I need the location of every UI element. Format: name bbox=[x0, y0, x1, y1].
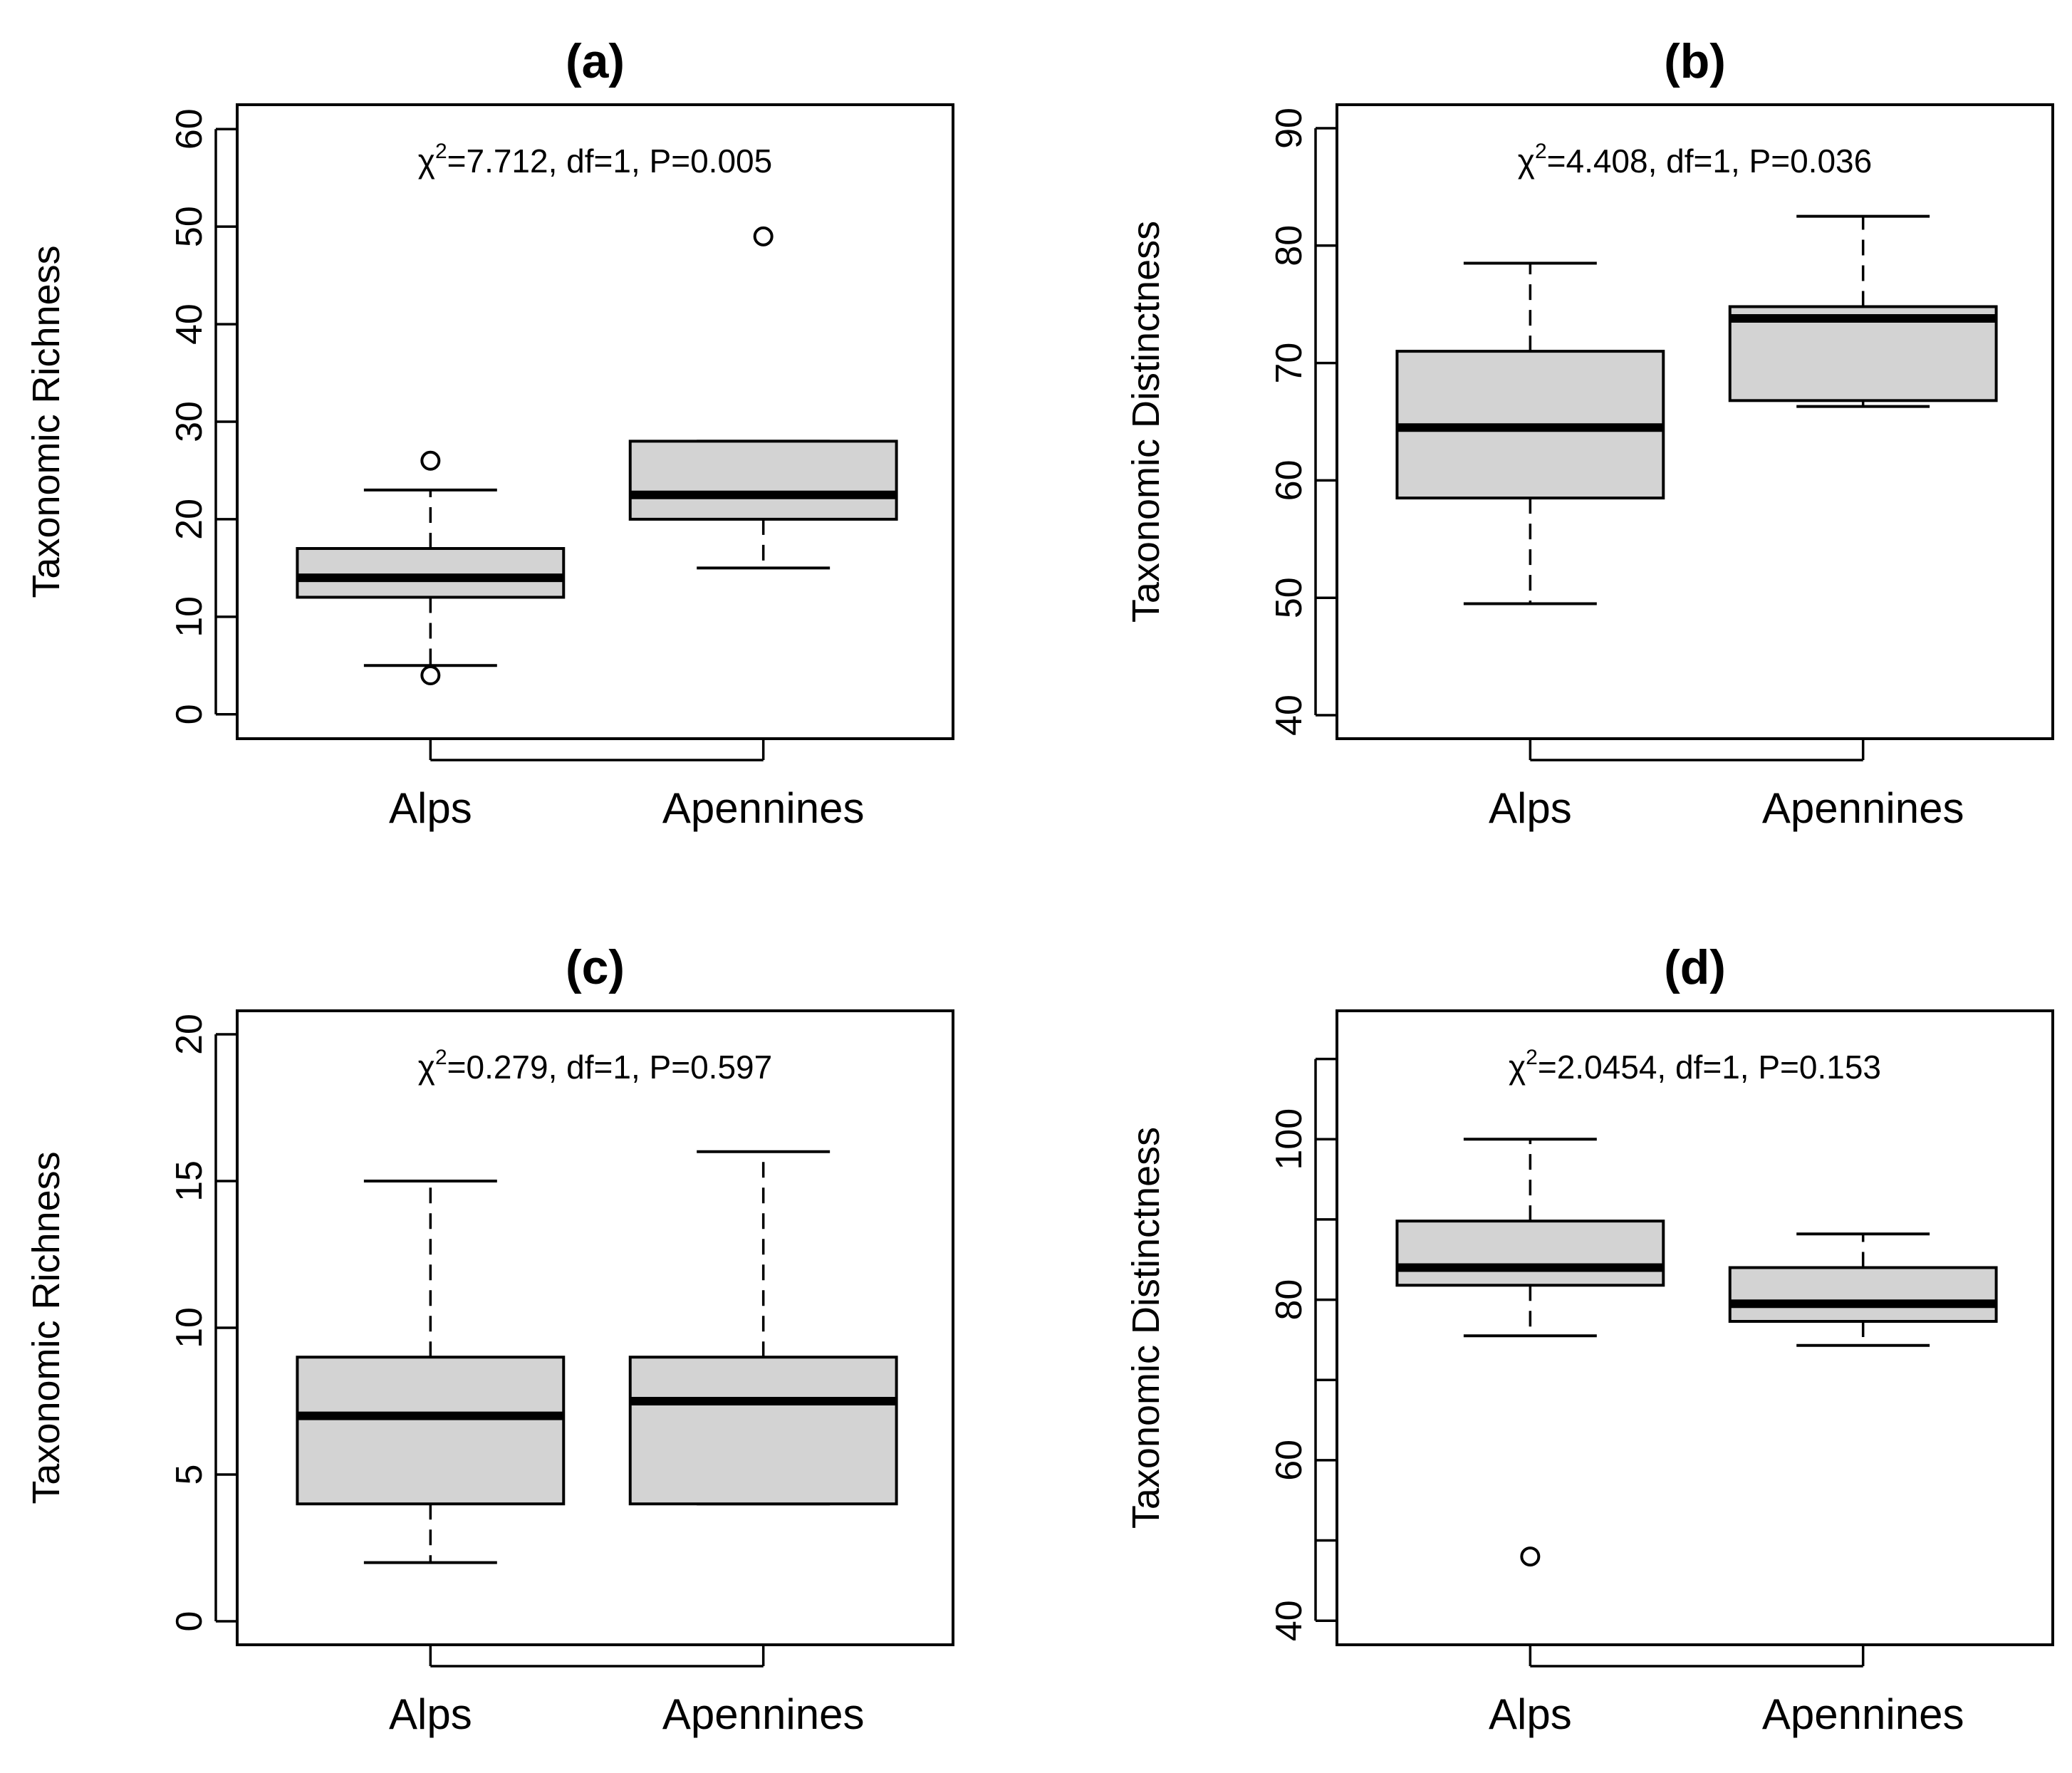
y-tick-label: 0 bbox=[169, 704, 210, 724]
y-axis-title: Taxonomic Distinctness bbox=[1125, 221, 1167, 623]
x-category-label: Apennines bbox=[1762, 1690, 1964, 1738]
x-category-label: Alps bbox=[389, 1690, 472, 1738]
stat-superscript: 2 bbox=[435, 1046, 447, 1069]
box-alps bbox=[296, 450, 566, 685]
chart-panel-1: (b) 40 50 60 70 80 90 Taxonomic Distinctness Alp… bbox=[1125, 34, 2054, 832]
box-alps bbox=[296, 1179, 566, 1564]
y-tick-label: 80 bbox=[1269, 225, 1310, 266]
panel-title: (c) bbox=[566, 940, 625, 994]
y-tick-label: 50 bbox=[169, 206, 210, 247]
y-tick-label: 30 bbox=[169, 401, 210, 442]
plot-frame bbox=[1336, 1009, 2054, 1646]
box-apennines bbox=[1728, 1232, 1998, 1347]
y-tick-label: 15 bbox=[169, 1160, 210, 1202]
stat-text: =2.0454, df=1, P=0.153 bbox=[1538, 1049, 1881, 1086]
stat-superscript: 2 bbox=[1526, 1046, 1538, 1069]
panel-title: (a) bbox=[566, 34, 625, 88]
y-axis-title: Taxonomic Richness bbox=[25, 1151, 68, 1504]
y-tick-label: 10 bbox=[169, 596, 210, 638]
stat-text: =0.279, df=1, P=0.597 bbox=[447, 1049, 773, 1086]
y-tick-label: 20 bbox=[169, 499, 210, 540]
chart-panel-2: (c) 0 5 10 15 20 Taxonomic Richness Alps Apennin… bbox=[25, 940, 954, 1738]
panel-title: (d) bbox=[1664, 940, 1726, 994]
box-apennines bbox=[1728, 214, 1998, 408]
y-tick-label: 80 bbox=[1269, 1279, 1310, 1321]
x-category-label: Apennines bbox=[1762, 784, 1964, 832]
box-iqr bbox=[1728, 1266, 1998, 1323]
outlier-point bbox=[420, 665, 441, 685]
y-tick-label: 60 bbox=[169, 108, 210, 150]
box-apennines bbox=[628, 1150, 898, 1506]
stat-annotation: χ2=7.712, df=1, P=0.005 bbox=[418, 140, 772, 180]
outlier-point bbox=[753, 226, 774, 246]
y-tick-label: 90 bbox=[1269, 108, 1310, 149]
box-apennines bbox=[628, 226, 898, 570]
outlier-point bbox=[420, 450, 441, 471]
box-iqr bbox=[296, 1356, 566, 1506]
stat-symbol: χ bbox=[418, 142, 435, 180]
chart-panel-3: (d) 40 60 80 100 Taxonomic Distinctness Alps Ap… bbox=[1125, 940, 2054, 1738]
stat-text: =4.408, df=1, P=0.036 bbox=[1547, 142, 1873, 180]
stat-symbol: χ bbox=[1518, 142, 1535, 180]
y-tick-label: 60 bbox=[1269, 1440, 1310, 1481]
y-tick-label: 40 bbox=[169, 303, 210, 345]
y-tick-label: 5 bbox=[169, 1465, 210, 1485]
y-tick-label: 10 bbox=[169, 1307, 210, 1348]
box-alps bbox=[1395, 1138, 1665, 1567]
x-category-label: Alps bbox=[389, 784, 472, 832]
box-iqr bbox=[628, 1356, 898, 1506]
y-axis-title: Taxonomic Distinctness bbox=[1125, 1127, 1167, 1529]
y-tick-label: 100 bbox=[1269, 1108, 1310, 1170]
y-tick-label: 40 bbox=[1269, 1600, 1310, 1641]
stat-annotation: χ2=4.408, df=1, P=0.036 bbox=[1518, 140, 1872, 180]
y-tick-label: 60 bbox=[1269, 459, 1310, 501]
stat-symbol: χ bbox=[418, 1049, 435, 1086]
plot-frame bbox=[1336, 103, 2054, 740]
stat-text: =7.712, df=1, P=0.005 bbox=[447, 142, 773, 180]
stat-superscript: 2 bbox=[435, 140, 447, 163]
box-alps bbox=[1395, 261, 1665, 605]
box-iqr bbox=[628, 440, 898, 521]
x-category-label: Alps bbox=[1489, 1690, 1572, 1738]
y-tick-label: 40 bbox=[1269, 695, 1310, 736]
box-iqr bbox=[1395, 1220, 1665, 1287]
panel-title: (b) bbox=[1664, 34, 1726, 88]
box-iqr bbox=[296, 547, 566, 599]
y-tick-label: 20 bbox=[169, 1014, 210, 1055]
x-category-label: Apennines bbox=[662, 1690, 865, 1738]
y-tick-label: 70 bbox=[1269, 343, 1310, 384]
y-tick-label: 50 bbox=[1269, 577, 1310, 618]
chart-panel-0: (a) 0 10 20 30 40 50 60 Taxonomic Richness Alps Ap… bbox=[25, 34, 954, 832]
y-tick-label: 0 bbox=[169, 1611, 210, 1632]
outlier-point bbox=[1520, 1546, 1541, 1567]
stat-superscript: 2 bbox=[1535, 140, 1547, 163]
x-category-label: Alps bbox=[1489, 784, 1572, 832]
stat-annotation: χ2=2.0454, df=1, P=0.153 bbox=[1509, 1046, 1881, 1086]
x-category-label: Apennines bbox=[662, 784, 865, 832]
stat-annotation: χ2=0.279, df=1, P=0.597 bbox=[418, 1046, 772, 1086]
stat-symbol: χ bbox=[1509, 1049, 1526, 1086]
y-axis-title: Taxonomic Richness bbox=[25, 245, 68, 598]
